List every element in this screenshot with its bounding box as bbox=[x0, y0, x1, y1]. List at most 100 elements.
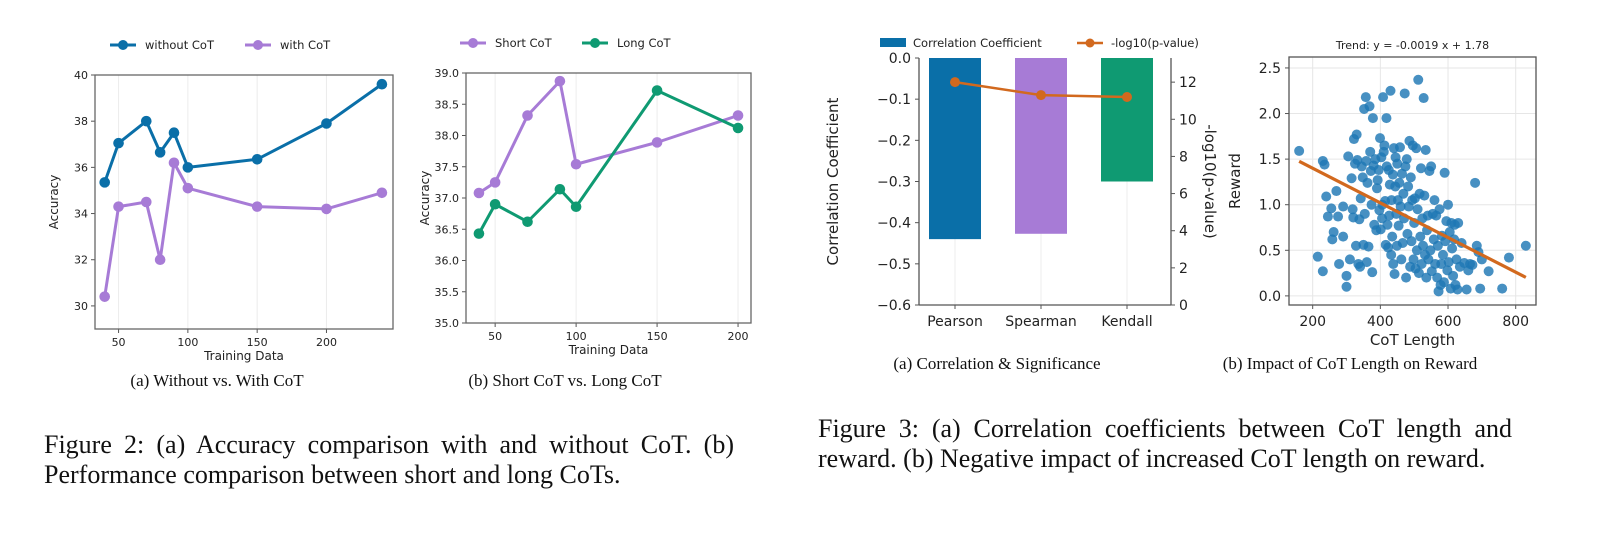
scatter-point bbox=[1341, 270, 1352, 281]
data-point-long-cot bbox=[554, 183, 566, 195]
scatter-point bbox=[1364, 101, 1375, 112]
scatter-point bbox=[1461, 284, 1472, 295]
legend-label: Correlation Coefficient bbox=[913, 36, 1042, 50]
scatter-point bbox=[1361, 155, 1372, 166]
scatter-point bbox=[1419, 190, 1430, 201]
subcaption-fig3a: (a) Correlation & Significance bbox=[893, 354, 1100, 373]
series-line-without-cot bbox=[103, 83, 383, 183]
series-line-long-cot bbox=[477, 89, 739, 235]
scatter-point bbox=[1452, 284, 1463, 295]
y-tick-label: 1.0 bbox=[1259, 198, 1281, 214]
data-point-long-cot bbox=[489, 198, 501, 210]
scatter-point bbox=[1338, 201, 1349, 212]
chart-title: Trend: y = -0.0019 x + 1.78 bbox=[1335, 39, 1489, 52]
scatter-point bbox=[1444, 227, 1455, 238]
y2-tick-label: 12 bbox=[1179, 75, 1197, 91]
scatter-point bbox=[1367, 267, 1378, 278]
chart-fig3b-cot-length-vs-reward: 200 400 600 800 0.0 0.5 1.0 1.5 2.0 2.5 Trend: y =… bbox=[1226, 39, 1537, 349]
legend-label: -log10(p-value) bbox=[1111, 36, 1199, 50]
data-point-without-cot bbox=[251, 153, 263, 165]
y2-tick-label: 6 bbox=[1179, 187, 1188, 203]
data-point-without-cot bbox=[113, 137, 124, 149]
scatter-point bbox=[1375, 133, 1386, 144]
y-tick-label: 39.0 bbox=[435, 67, 460, 80]
data-point-short-cot bbox=[473, 187, 485, 199]
scatter-point bbox=[1385, 85, 1396, 96]
scatter-point bbox=[1328, 227, 1339, 238]
scatter-point bbox=[1350, 240, 1361, 251]
x-axis-label: Training Data bbox=[568, 343, 649, 357]
bar-kendall bbox=[1101, 58, 1153, 182]
y-tick-label: −0.3 bbox=[877, 175, 911, 191]
x-tick-label: 100 bbox=[177, 336, 198, 349]
data-point-without-cot bbox=[376, 78, 388, 90]
legend-marker bbox=[468, 38, 478, 48]
y-tick-label: 34 bbox=[74, 208, 88, 221]
trend-line bbox=[1298, 159, 1527, 279]
data-point-long-cot bbox=[522, 216, 533, 228]
scatter-point bbox=[1344, 254, 1355, 265]
scatter-point bbox=[1373, 165, 1384, 176]
legend-label: Long CoT bbox=[617, 36, 672, 50]
bar-spearman bbox=[1015, 58, 1067, 234]
scatter-point bbox=[1347, 204, 1358, 215]
scatter-point bbox=[1396, 254, 1407, 265]
scatter-point bbox=[1395, 201, 1406, 212]
chart-fig3a-correlation-significance: Pearson Spearman Kendall 0.0 −0.1 −0.2 −0.3 −0.… bbox=[824, 36, 1219, 330]
y2-tick-label: 2 bbox=[1179, 261, 1188, 277]
data-point-long-cot bbox=[570, 201, 582, 213]
scatter-point bbox=[1402, 228, 1413, 239]
scatter-point bbox=[1326, 203, 1337, 214]
y-tick-label: −0.6 bbox=[877, 298, 911, 314]
figure3-caption: Figure 3: (a) Correlation coefficients b… bbox=[818, 414, 1512, 473]
scatter-point bbox=[1403, 181, 1414, 192]
scatter-point bbox=[1399, 88, 1410, 99]
data-point-neg-log10-p bbox=[950, 77, 960, 88]
data-point-short-cot bbox=[489, 177, 501, 188]
scatter-point bbox=[1334, 258, 1345, 269]
scatter-point bbox=[1346, 173, 1357, 184]
y-tick-label: −0.5 bbox=[877, 257, 911, 273]
legend-label: Short CoT bbox=[495, 36, 553, 50]
scatter-point bbox=[1360, 92, 1371, 103]
scatter-point bbox=[1432, 240, 1443, 251]
legend-marker bbox=[590, 38, 600, 48]
data-point-short-cot bbox=[651, 137, 663, 148]
legend-marker bbox=[118, 40, 128, 50]
y-tick-label: 0.0 bbox=[889, 51, 911, 67]
plot-frame bbox=[1288, 56, 1537, 306]
subcaption-fig2b: (b) Short CoT vs. Long CoT bbox=[468, 371, 662, 390]
scatter-point bbox=[1371, 183, 1382, 194]
series-line-short-cot bbox=[478, 79, 739, 195]
x-tick-label: 150 bbox=[247, 336, 268, 349]
y-axis-label: Accuracy bbox=[47, 175, 61, 230]
x-tick-label: 100 bbox=[566, 330, 587, 343]
scatter-point bbox=[1382, 219, 1393, 230]
data-point-with-cot bbox=[182, 182, 194, 194]
scatter-point bbox=[1420, 145, 1431, 155]
data-point-with-cot bbox=[99, 291, 111, 302]
scatter-point bbox=[1372, 175, 1383, 186]
scatter-point bbox=[1429, 195, 1440, 206]
scatter-point bbox=[1394, 142, 1405, 153]
y-tick-label: 0.5 bbox=[1259, 243, 1281, 259]
y-tick-label: 36.0 bbox=[435, 255, 460, 268]
y-tick-label: 2.5 bbox=[1259, 61, 1281, 77]
x-axis-label: Training Data bbox=[203, 349, 284, 363]
y-tick-label: 1.5 bbox=[1259, 152, 1281, 168]
scatter-point bbox=[1365, 146, 1376, 157]
y-axis-label: Correlation Coefficient bbox=[824, 97, 842, 265]
y-axis-label: Accuracy bbox=[418, 171, 432, 226]
scatter-point bbox=[1338, 231, 1349, 242]
legend-marker bbox=[1085, 38, 1095, 48]
y-tick-label: 38.5 bbox=[435, 98, 460, 111]
x-axis-label: CoT Length bbox=[1370, 331, 1455, 349]
scatter-point bbox=[1331, 186, 1342, 197]
scatter-point bbox=[1415, 231, 1426, 242]
y-tick-label: 0.0 bbox=[1259, 289, 1281, 305]
y-tick-label: 32 bbox=[74, 254, 88, 267]
scatter-point bbox=[1321, 191, 1332, 202]
scatter-point bbox=[1415, 163, 1426, 174]
x-tick-label: 150 bbox=[647, 330, 668, 343]
